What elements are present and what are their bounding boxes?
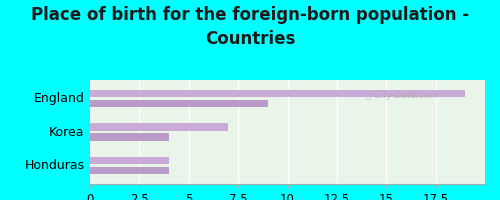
Bar	[90, 167, 169, 174]
Bar	[90, 90, 465, 97]
Text: Place of birth for the foreign-born population -
Countries: Place of birth for the foreign-born popu…	[31, 6, 469, 48]
Bar	[90, 100, 268, 107]
Bar	[90, 157, 169, 164]
Text: Ⓜ City-Data.com: Ⓜ City-Data.com	[366, 91, 439, 100]
Bar	[90, 133, 169, 141]
Bar	[90, 123, 228, 131]
